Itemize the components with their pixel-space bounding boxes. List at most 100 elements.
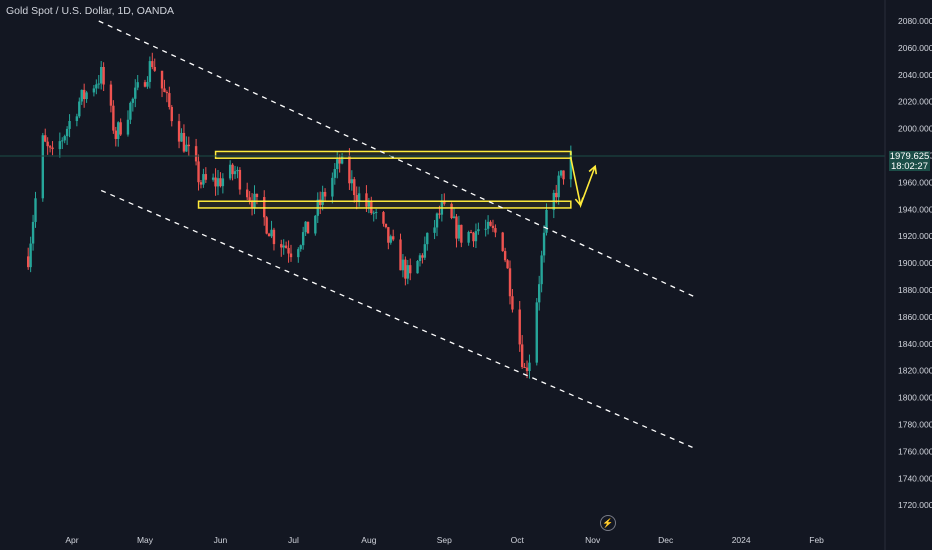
candle-body bbox=[301, 232, 305, 246]
x-tick-label: Aug bbox=[361, 535, 376, 545]
candle-body bbox=[382, 212, 385, 224]
candle-body bbox=[170, 107, 173, 122]
y-tick-label: 1800.000 bbox=[898, 393, 932, 403]
candle-body bbox=[555, 192, 558, 198]
candle-body bbox=[31, 221, 35, 244]
candle-body bbox=[306, 221, 310, 234]
y-tick-label: 1720.000 bbox=[898, 500, 932, 510]
candle-body bbox=[151, 61, 154, 67]
x-tick-label: May bbox=[137, 535, 154, 545]
candle-body bbox=[508, 268, 512, 297]
candle-body bbox=[486, 221, 490, 229]
candle-body bbox=[82, 89, 86, 100]
candle-body bbox=[236, 169, 239, 172]
candle-body bbox=[477, 229, 480, 232]
candle-body bbox=[126, 119, 130, 135]
candle-body bbox=[282, 245, 285, 248]
candle-body bbox=[535, 302, 538, 363]
candles-layer bbox=[27, 52, 573, 379]
candle-body bbox=[450, 203, 453, 219]
candle-body bbox=[85, 92, 88, 100]
candle-body bbox=[129, 102, 132, 120]
candle-body bbox=[197, 161, 200, 183]
x-tick-label: Jul bbox=[288, 535, 299, 545]
projection-arrowhead bbox=[574, 197, 584, 207]
resistance-zone bbox=[197, 200, 572, 209]
lightning-bolt-icon[interactable]: ⚡ bbox=[600, 515, 616, 531]
candle-body bbox=[297, 249, 300, 258]
candle-body bbox=[374, 212, 378, 214]
candle-body bbox=[372, 212, 375, 214]
candle-body bbox=[562, 170, 565, 180]
candle-body bbox=[134, 87, 137, 99]
candle-body bbox=[246, 189, 249, 198]
candle-body bbox=[44, 135, 47, 142]
candle-body bbox=[418, 255, 422, 262]
channel-trend-line bbox=[100, 189, 693, 448]
y-tick-label: 1740.000 bbox=[898, 473, 932, 483]
candle-body bbox=[119, 122, 122, 135]
candle-body bbox=[177, 121, 181, 142]
candle-body bbox=[489, 221, 492, 226]
candle-body bbox=[187, 144, 190, 147]
drawings-layer bbox=[0, 20, 885, 448]
x-tick-label: Jun bbox=[214, 535, 228, 545]
y-tick-label: 1920.000 bbox=[898, 231, 932, 241]
candle-body bbox=[204, 174, 208, 180]
candle-body bbox=[168, 93, 171, 108]
candle-body bbox=[365, 193, 368, 207]
candle-body bbox=[100, 66, 103, 84]
candle-body bbox=[202, 174, 205, 185]
resistance-zone bbox=[214, 150, 572, 159]
candle-body bbox=[27, 256, 30, 268]
candle-body bbox=[518, 309, 521, 345]
candle-body bbox=[238, 169, 242, 190]
candle-body bbox=[160, 70, 164, 89]
candle-body bbox=[433, 227, 436, 233]
candle-body bbox=[63, 136, 66, 141]
y-tick-label: 1760.000 bbox=[898, 446, 932, 456]
candle-body bbox=[114, 130, 117, 139]
candle-body bbox=[180, 132, 183, 142]
candle-body bbox=[452, 216, 456, 219]
candle-body bbox=[331, 177, 334, 197]
candle-body bbox=[289, 253, 293, 258]
candle-body bbox=[34, 198, 37, 222]
candle-body bbox=[68, 121, 71, 129]
candle-body bbox=[112, 105, 115, 131]
time-axis[interactable]: Apr May Jun Jul Aug Sep Oct Nov Dec 2024 Feb bbox=[65, 535, 824, 545]
candle-body bbox=[46, 141, 49, 147]
chart-title: Gold Spot / U.S. Dollar, 1D, OANDA bbox=[6, 5, 175, 17]
candle-body bbox=[97, 83, 100, 85]
candle-body bbox=[250, 200, 254, 208]
candle-body bbox=[370, 200, 373, 214]
candle-body bbox=[399, 239, 402, 271]
candle-body bbox=[472, 232, 475, 242]
candle-body bbox=[255, 193, 259, 198]
x-tick-label: 2024 bbox=[732, 535, 751, 545]
candle-body bbox=[48, 146, 52, 148]
candle-body bbox=[523, 367, 526, 369]
candle-body bbox=[384, 223, 388, 228]
candle-body bbox=[392, 236, 395, 240]
x-tick-label: Dec bbox=[658, 535, 674, 545]
candle-body bbox=[228, 164, 232, 179]
candle-body bbox=[41, 135, 44, 199]
candle-body bbox=[559, 170, 563, 176]
y-tick-label: 1940.000 bbox=[898, 204, 932, 214]
candle-body bbox=[314, 215, 317, 234]
candle-body bbox=[194, 146, 198, 162]
price-axis[interactable]: 2080.000 2060.000 2040.000 2020.000 2000.000… bbox=[898, 16, 932, 510]
candle-body bbox=[80, 89, 83, 102]
candle-body bbox=[540, 255, 543, 285]
candle-body bbox=[61, 140, 64, 142]
candle-body bbox=[263, 197, 266, 218]
candle-body bbox=[211, 177, 215, 180]
candle-body bbox=[51, 147, 54, 150]
candle-body bbox=[270, 229, 273, 237]
candle-body bbox=[387, 227, 390, 243]
candle-body bbox=[538, 284, 541, 303]
x-tick-label: Feb bbox=[809, 535, 824, 545]
